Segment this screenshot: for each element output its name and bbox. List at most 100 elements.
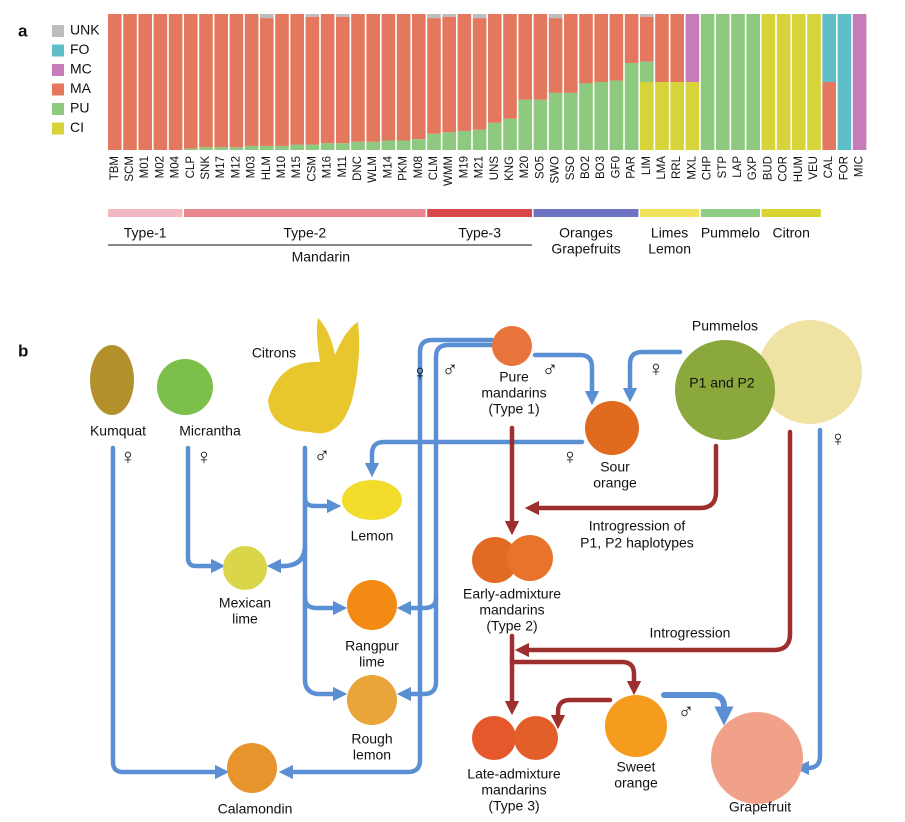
bar-segment: [822, 82, 836, 150]
x-tick-label: PKM: [398, 156, 410, 181]
edge-label: Introgression of: [589, 518, 686, 534]
bar-segment: [640, 14, 654, 17]
node-label: (Type 1): [488, 401, 539, 417]
arrow: [302, 595, 348, 616]
x-tick-label: HUM: [793, 156, 805, 182]
bar-segment: [199, 14, 213, 148]
x-tick-label: M21: [474, 156, 486, 178]
x-tick-label: M17: [215, 156, 227, 178]
bar-segment: [320, 14, 335, 144]
bar-segment: [594, 82, 608, 150]
bar-segment: [351, 141, 365, 150]
node-label: mandarins: [481, 385, 546, 401]
x-tick-label: M08: [413, 156, 425, 178]
arrow: [514, 429, 793, 658]
group-bar: [108, 209, 183, 217]
bar-segment: [700, 14, 715, 150]
bar-segment: [533, 99, 548, 150]
arrows: [110, 337, 823, 780]
legend-label: MA: [70, 80, 92, 96]
bar-segment: [472, 18, 487, 130]
bar-segment: [442, 132, 456, 150]
mandarin-fruit: [514, 716, 558, 760]
x-tick-label: CSM: [306, 156, 318, 182]
bar-segment: [351, 14, 365, 142]
x-tick-label: UNS: [489, 156, 501, 181]
node-label: orange: [593, 475, 637, 491]
bar-segment: [609, 80, 624, 150]
x-tick-label: M12: [230, 156, 242, 178]
bar-segment: [518, 14, 532, 100]
legend-swatch: [52, 103, 64, 115]
x-tick-label: M11: [337, 156, 349, 178]
arrow: [524, 443, 719, 516]
x-tick-label: M02: [154, 156, 166, 178]
rangpur-fruit: [347, 580, 397, 630]
group-label: Type-2: [283, 225, 326, 241]
bar-segment: [275, 145, 289, 150]
x-tick-label: SCM: [124, 156, 136, 182]
female-symbol: ♀: [412, 360, 429, 385]
node-label: orange: [614, 775, 658, 791]
bar-segment: [548, 14, 563, 19]
x-tick-label: SSO: [565, 156, 577, 180]
x-tick-label: STP: [717, 156, 729, 179]
x-tick-label: M14: [382, 155, 394, 178]
legend-swatch: [52, 64, 64, 76]
bar-segment: [244, 14, 259, 146]
node-label: Grapefruit: [729, 799, 791, 815]
node-label: mandarins: [481, 782, 546, 798]
grapefruit-fruit: [711, 712, 803, 804]
legend-label: PU: [70, 100, 89, 116]
node-label: lime: [359, 654, 385, 670]
bar-segment: [320, 143, 335, 150]
legend-label: FO: [70, 41, 90, 57]
node-label: Early-admixture: [463, 586, 561, 602]
bar-segment: [533, 14, 548, 100]
node-label: Micrantha: [179, 423, 241, 439]
bar-segment: [427, 133, 441, 150]
bar-segment: [685, 82, 700, 150]
pummelo-fruit: [758, 320, 862, 424]
node-label: Calamondin: [218, 801, 293, 817]
panel-label: b: [18, 341, 28, 360]
mandarin-fruit: [472, 537, 518, 583]
node-label: (Type 3): [488, 798, 539, 814]
bar-segment: [305, 16, 320, 145]
x-tick-label: GXP: [747, 156, 759, 181]
edge-label: Introgression: [650, 625, 731, 641]
node-label: lemon: [353, 747, 391, 763]
rough-lemon-fruit: [347, 675, 397, 725]
x-tick-label: WMM: [443, 156, 455, 186]
lime-fruit: [223, 546, 267, 590]
x-tick-label: RRL: [671, 155, 683, 179]
x-tick-label: VEU: [808, 156, 820, 180]
bar-segment: [761, 14, 776, 150]
bar-segment: [290, 14, 304, 145]
node-label: Rangpur: [345, 638, 399, 654]
x-tick-label: MIC: [854, 156, 866, 177]
bar-segment: [655, 14, 669, 82]
citron-fruit: [268, 318, 360, 434]
fruits: [90, 318, 862, 804]
calamondin-fruit: [227, 743, 277, 793]
group-label: Grapefruits: [551, 241, 620, 257]
bar-segment: [776, 14, 791, 150]
bar-segment: [822, 14, 836, 82]
node-label: Lemon: [351, 528, 394, 544]
arrow: [509, 659, 642, 696]
x-tick-label: M20: [519, 156, 531, 178]
x-tick-label: M03: [246, 156, 258, 178]
bar-segment: [214, 14, 228, 148]
mandarin-fruit: [507, 535, 553, 581]
x-tick-label: LIM: [641, 156, 653, 175]
x-tick-label: MXL: [686, 155, 698, 179]
bar-segment: [290, 144, 304, 150]
node-label: Pure: [499, 369, 529, 385]
bar-segment: [488, 14, 502, 123]
micrantha-fruit: [157, 359, 213, 415]
bar-segment: [214, 147, 228, 150]
bar-segment: [457, 130, 472, 150]
bar-segment: [108, 14, 122, 150]
